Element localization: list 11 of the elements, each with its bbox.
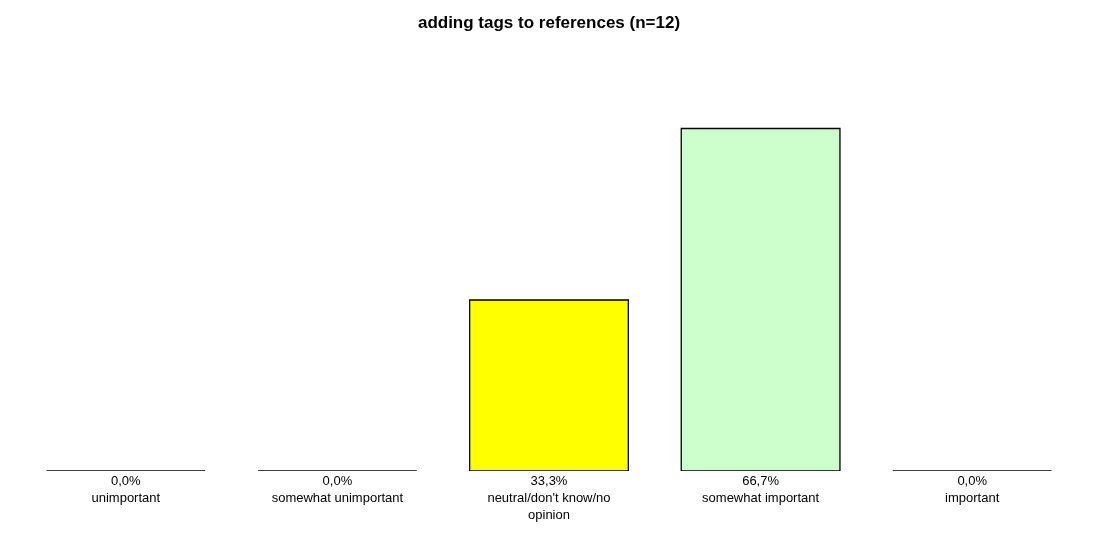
data-label: 66,7% [742, 473, 780, 488]
data-label: 0,0% [957, 473, 988, 488]
x-tick-label: important [945, 489, 1000, 505]
data-label: 0,0% [110, 473, 142, 488]
data-label: 33,3% [530, 473, 568, 488]
data-label: 0,0% [322, 473, 353, 488]
x-tick-label: neutral/don't know/no opinion [487, 489, 611, 522]
x-tick-label: somewhat unimportant [271, 489, 404, 505]
x-tick-label: unimportant [91, 489, 161, 505]
chart-title: adding tags to references (n=12) [417, 13, 681, 33]
x-tick-label: somewhat important [702, 489, 820, 505]
